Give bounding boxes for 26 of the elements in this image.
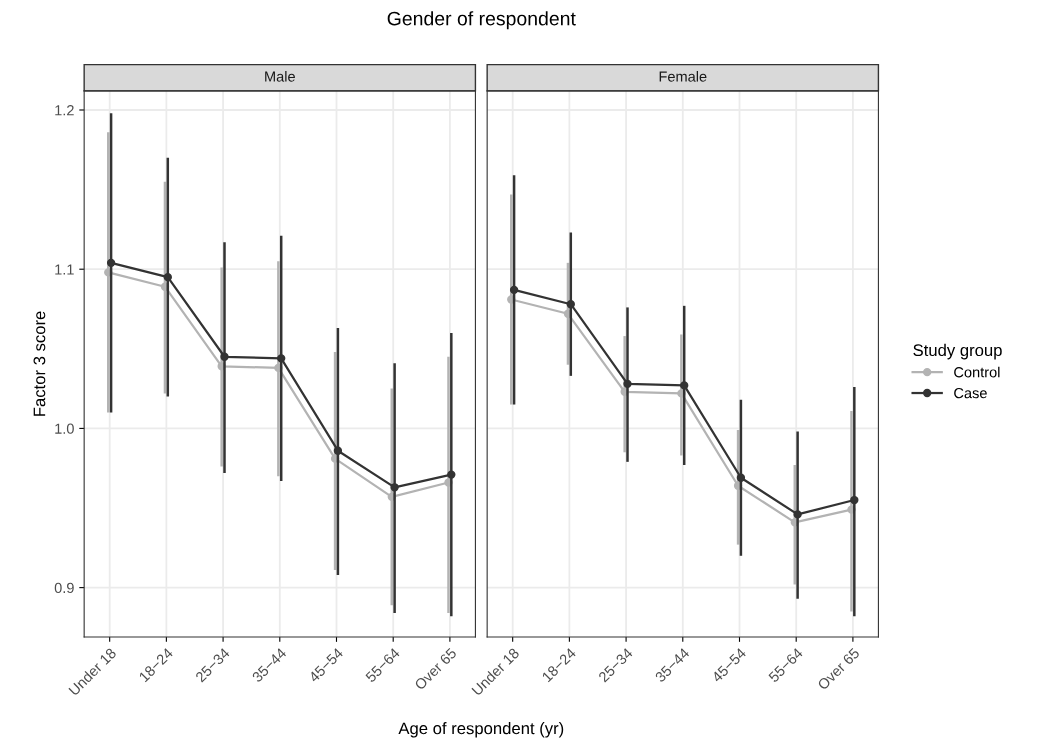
- point: [333, 446, 343, 455]
- y-tick-label: 1.1: [55, 264, 74, 275]
- point: [623, 379, 632, 389]
- legend-title: Study group: [913, 343, 1002, 360]
- legend-label: Control: [954, 366, 1000, 378]
- point: [793, 510, 802, 519]
- point: [390, 483, 399, 492]
- y-tick-label: 1.2: [55, 105, 74, 116]
- point: [163, 272, 172, 282]
- point: [447, 470, 456, 479]
- y-axis-title: Factor 3 score: [33, 311, 46, 416]
- point: [509, 285, 519, 295]
- point: [106, 258, 116, 268]
- point: [736, 473, 746, 482]
- y-tick-label: 0.9: [54, 582, 74, 594]
- point: [277, 354, 286, 363]
- legend-label: Case: [954, 387, 987, 399]
- x-axis-title: Age of respondent (yr): [398, 722, 564, 738]
- y-tick-label: 1.0: [55, 423, 74, 434]
- point: [220, 352, 229, 361]
- point: [680, 381, 689, 390]
- chart-title: Male: [265, 70, 295, 82]
- chart-title: Female: [659, 70, 707, 82]
- point: [566, 300, 575, 309]
- text: Gender of respondent: [387, 11, 576, 30]
- point: [850, 495, 859, 505]
